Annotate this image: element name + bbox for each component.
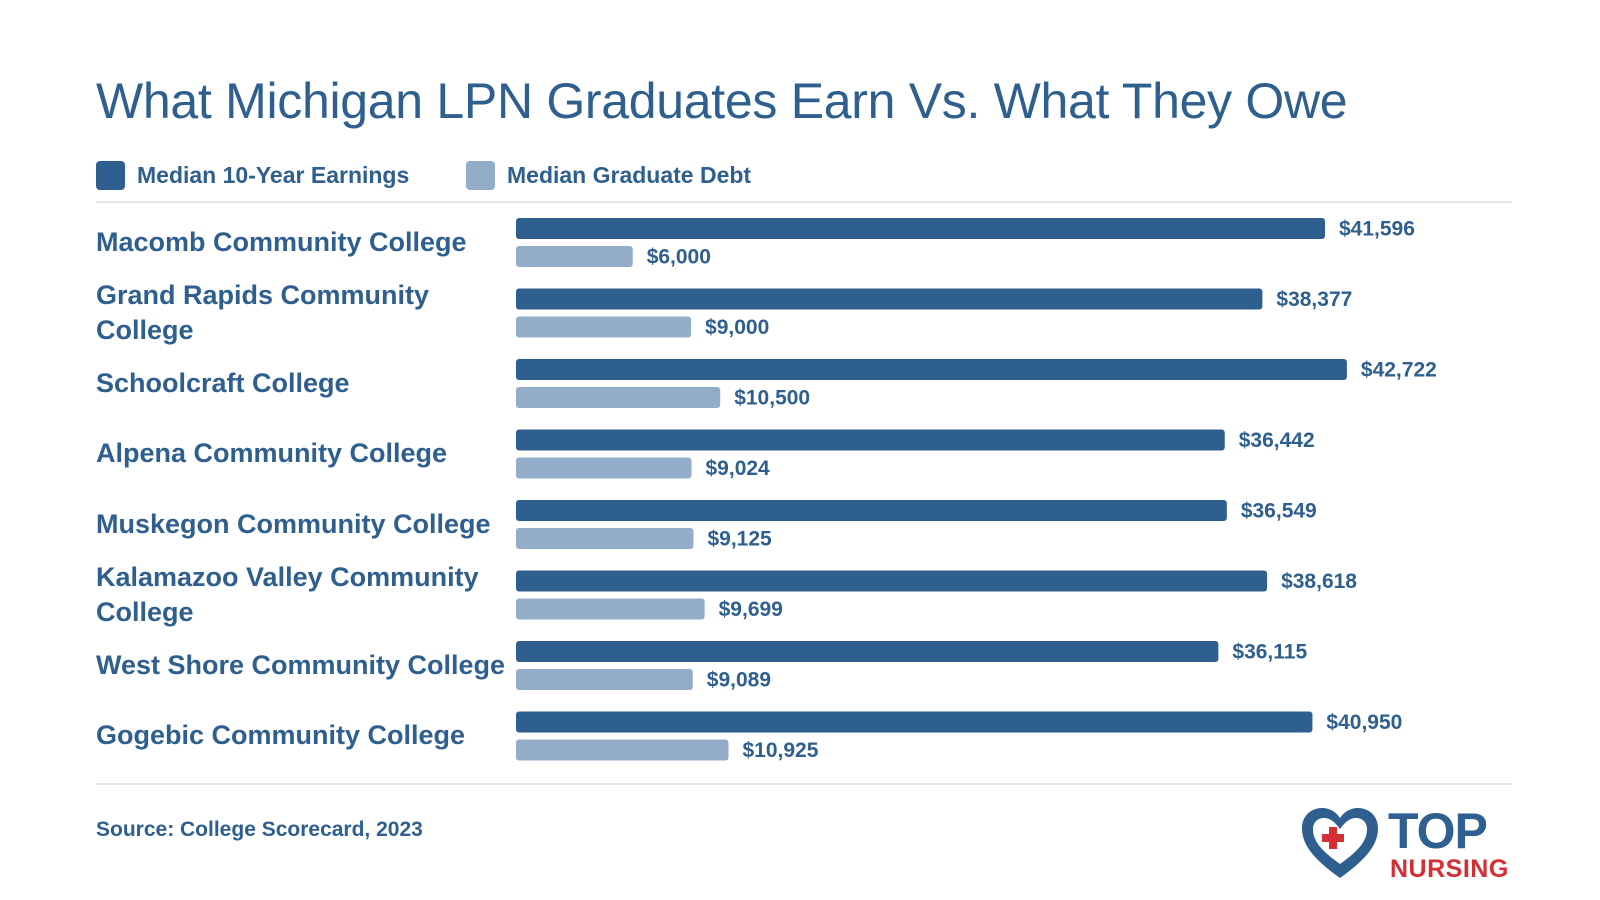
earnings-value-label-schoolcraft-college: $42,722: [1361, 359, 1437, 382]
debt-bar-macomb-community-college: [516, 246, 633, 267]
category-label-kalamazoo-valley-community-college: Kalamazoo Valley Community College: [96, 561, 479, 627]
debt-value-label-schoolcraft-college: $10,500: [734, 387, 810, 410]
earnings-value-label-gogebic-community-college: $40,950: [1326, 711, 1402, 734]
earnings-value-label-macomb-community-college: $41,596: [1339, 218, 1415, 241]
category-label-grand-rapids-community-college: Grand Rapids Community College: [96, 279, 430, 345]
earnings-bar-macomb-community-college: [516, 218, 1325, 239]
heart-cross-icon: [1302, 808, 1378, 878]
category-label-macomb-community-college: Macomb Community College: [96, 226, 467, 257]
debt-value-label-kalamazoo-valley-community-college: $9,699: [719, 598, 783, 621]
debt-value-label-alpena-community-college: $9,024: [706, 457, 771, 480]
debt-value-label-grand-rapids-community-college: $9,000: [705, 316, 769, 339]
legend-item-earnings: Median 10-Year Earnings: [96, 160, 409, 190]
earnings-value-label-kalamazoo-valley-community-college: $38,618: [1281, 570, 1357, 593]
debt-value-label-macomb-community-college: $6,000: [647, 246, 711, 269]
legend-swatch-earnings: [96, 160, 125, 190]
legend-item-debt: Median Graduate Debt: [466, 160, 751, 190]
category-label-gogebic-community-college: Gogebic Community College: [96, 720, 466, 750]
top-nursing-logo: TOP NURSING: [1300, 806, 1520, 886]
earnings-bar-kalamazoo-valley-community-college: [516, 570, 1268, 592]
legend-label-debt: Median Graduate Debt: [507, 161, 752, 188]
chart-title: What Michigan LPN Graduates Earn Vs. Wha…: [96, 73, 1348, 129]
earnings-value-label-west-shore-community-college: $36,115: [1232, 641, 1307, 664]
category-label-schoolcraft-college: Schoolcraft College: [96, 367, 350, 398]
earnings-value-label-alpena-community-college: $36,442: [1239, 429, 1315, 452]
category-label-alpena-community-college: Alpena Community College: [96, 438, 448, 468]
legend-label-earnings: Median 10-Year Earnings: [137, 161, 410, 188]
top-divider: [96, 201, 1512, 203]
debt-bar-muskegon-community-college: [516, 528, 694, 549]
logo-nursing-text: NURSING: [1390, 855, 1509, 883]
earnings-bar-grand-rapids-community-college: [516, 288, 1263, 310]
debt-value-label-gogebic-community-college: $10,925: [742, 739, 818, 762]
debt-value-label-west-shore-community-college: $9,089: [707, 669, 771, 692]
source-note: Source: College Scorecard, 2023: [96, 818, 423, 841]
debt-bar-kalamazoo-valley-community-college: [516, 598, 705, 620]
category-label-west-shore-community-college: West Shore Community College: [96, 649, 506, 680]
legend-swatch-debt: [466, 160, 495, 190]
debt-bar-alpena-community-college: [516, 457, 692, 479]
category-label-muskegon-community-college: Muskegon Community College: [96, 508, 491, 539]
earnings-bar-schoolcraft-college: [516, 359, 1347, 380]
earnings-bar-gogebic-community-college: [516, 711, 1313, 733]
bottom-divider: [96, 783, 1512, 785]
debt-value-label-muskegon-community-college: $9,125: [707, 528, 772, 551]
earnings-bar-west-shore-community-college: [516, 641, 1219, 662]
logo-top-text: TOP: [1388, 803, 1488, 859]
debt-bar-west-shore-community-college: [516, 669, 693, 690]
debt-bar-schoolcraft-college: [516, 387, 721, 408]
earnings-value-label-grand-rapids-community-college: $38,377: [1276, 288, 1352, 311]
earnings-bar-muskegon-community-college: [516, 500, 1227, 521]
earnings-value-label-muskegon-community-college: $36,549: [1241, 500, 1317, 523]
debt-bar-gogebic-community-college: [516, 739, 729, 761]
earnings-bar-alpena-community-college: [516, 429, 1225, 451]
debt-bar-grand-rapids-community-college: [516, 316, 692, 338]
